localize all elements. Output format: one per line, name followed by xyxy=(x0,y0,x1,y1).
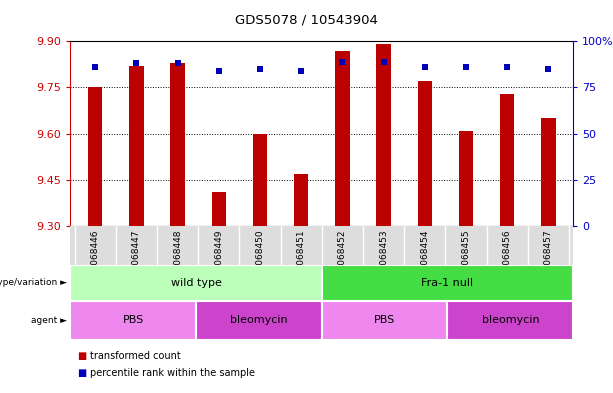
Text: agent ►: agent ► xyxy=(31,316,67,325)
Bar xyxy=(459,130,473,226)
Text: bleomycin: bleomycin xyxy=(230,315,288,325)
Bar xyxy=(541,118,555,226)
Text: Fra-1 null: Fra-1 null xyxy=(421,278,474,288)
Text: GDS5078 / 10543904: GDS5078 / 10543904 xyxy=(235,14,378,27)
Bar xyxy=(211,192,226,226)
Bar xyxy=(70,301,196,340)
Text: GSM1068448: GSM1068448 xyxy=(173,229,182,290)
Bar xyxy=(253,134,267,226)
Bar xyxy=(70,265,322,301)
Text: genotype/variation ►: genotype/variation ► xyxy=(0,279,67,287)
Text: transformed count: transformed count xyxy=(90,351,181,361)
Text: percentile rank within the sample: percentile rank within the sample xyxy=(90,368,255,378)
Bar xyxy=(88,88,102,226)
Text: wild type: wild type xyxy=(171,278,221,288)
Bar xyxy=(376,44,391,226)
Bar xyxy=(500,94,514,226)
Text: GSM1068446: GSM1068446 xyxy=(91,229,100,290)
Bar xyxy=(417,81,432,226)
Text: PBS: PBS xyxy=(123,315,144,325)
Bar xyxy=(335,51,349,226)
Bar xyxy=(196,301,322,340)
Text: GSM1068454: GSM1068454 xyxy=(421,229,429,290)
Text: GSM1068452: GSM1068452 xyxy=(338,229,347,290)
Text: GSM1068453: GSM1068453 xyxy=(379,229,388,290)
Text: ■: ■ xyxy=(77,368,86,378)
Text: GSM1068449: GSM1068449 xyxy=(215,229,223,290)
Text: GSM1068451: GSM1068451 xyxy=(297,229,306,290)
Text: PBS: PBS xyxy=(374,315,395,325)
Text: ■: ■ xyxy=(77,351,86,361)
Text: GSM1068447: GSM1068447 xyxy=(132,229,141,290)
Bar xyxy=(322,265,573,301)
Bar xyxy=(129,66,143,226)
Text: bleomycin: bleomycin xyxy=(481,315,539,325)
Bar xyxy=(447,301,573,340)
Text: GSM1068450: GSM1068450 xyxy=(256,229,265,290)
Bar xyxy=(170,63,185,226)
Text: GSM1068456: GSM1068456 xyxy=(503,229,512,290)
Text: GSM1068455: GSM1068455 xyxy=(462,229,471,290)
Bar xyxy=(294,174,308,226)
Text: GSM1068457: GSM1068457 xyxy=(544,229,553,290)
Bar xyxy=(322,301,447,340)
